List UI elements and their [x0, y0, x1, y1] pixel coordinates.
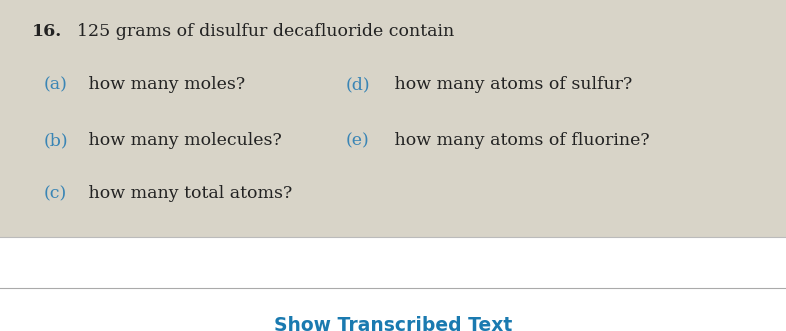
Text: (c): (c): [43, 185, 67, 202]
Text: 16.: 16.: [31, 23, 61, 40]
Text: (e): (e): [346, 132, 369, 149]
Text: how many atoms of sulfur?: how many atoms of sulfur?: [389, 76, 632, 93]
Bar: [0, 0, 786, 237]
Text: (b): (b): [43, 132, 68, 149]
Text: (d): (d): [346, 76, 370, 93]
Text: how many total atoms?: how many total atoms?: [83, 185, 292, 202]
Text: Show Transcribed Text: Show Transcribed Text: [274, 316, 512, 331]
Text: 125 grams of disulfur decafluoride contain: 125 grams of disulfur decafluoride conta…: [77, 23, 454, 40]
Text: how many atoms of fluorine?: how many atoms of fluorine?: [389, 132, 650, 149]
Text: how many molecules?: how many molecules?: [83, 132, 281, 149]
Text: (a): (a): [43, 76, 67, 93]
Text: how many moles?: how many moles?: [83, 76, 244, 93]
